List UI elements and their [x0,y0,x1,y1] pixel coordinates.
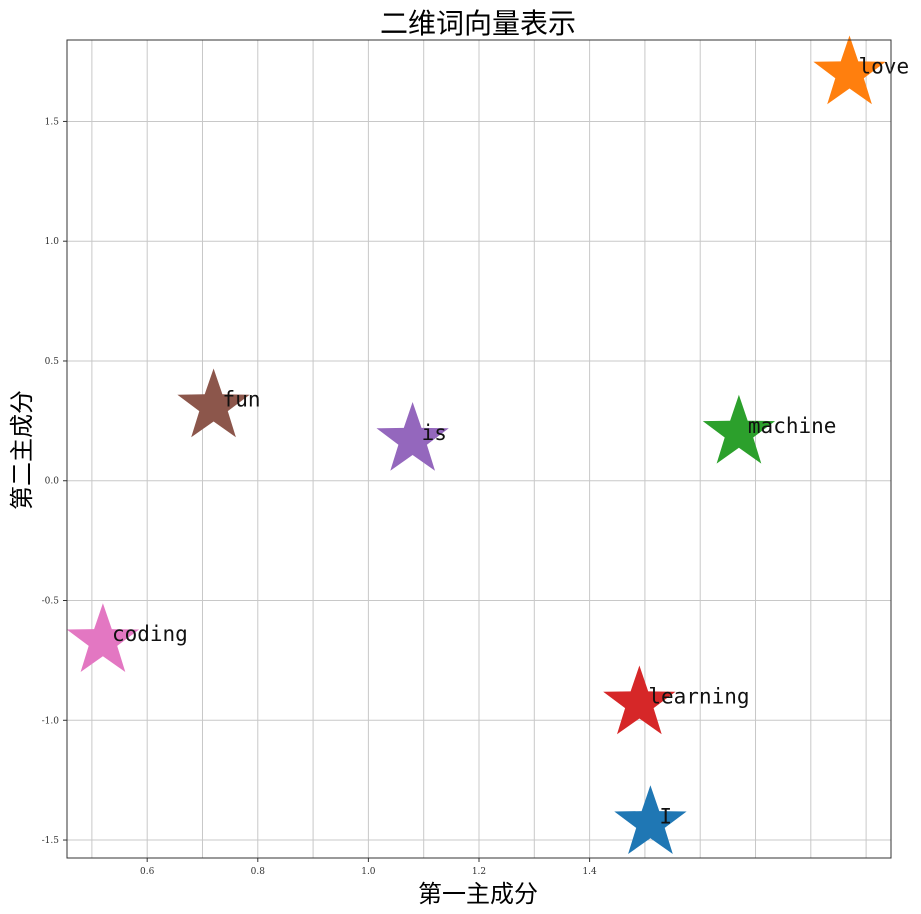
y-tick-label: -1.0 [42,716,60,726]
y-tick-label: 1.0 [45,237,60,247]
x-tick-label: 0.8 [251,867,266,877]
point-label-is: is [422,421,447,445]
point-label-fun: fun [223,387,261,411]
y-tick-label: 0.5 [45,357,60,367]
point-fun [177,368,250,438]
point-learning [603,665,676,735]
x-tick-label: 1.4 [582,867,597,877]
point-label-i: I [659,804,672,828]
y-tick-label: 0.0 [45,477,60,487]
y-tick-label: -0.5 [42,597,60,607]
point-label-coding: coding [112,622,188,646]
x-axis-title: 第一主成分 [418,880,538,908]
point-coding [66,603,140,672]
point-i [614,785,687,854]
x-tick-label: 1.0 [361,867,376,877]
x-tick-label: 1.2 [472,867,486,877]
y-tick-label: 1.5 [45,117,60,127]
x-axis-ticks: 0.6 0.8 1.0 1.2 1.4 [140,858,597,877]
y-axis-title: 第二主成分 [8,390,36,510]
y-axis-ticks: -1.5 -1.0 -0.5 0.0 0.5 1.0 1.5 [42,117,67,846]
grid-lines [67,40,891,858]
y-tick-label: -1.5 [42,836,60,846]
chart-title: 二维词向量表示 [380,7,576,40]
point-label-love: love [859,55,910,79]
point-love [813,35,886,105]
point-machine [702,394,776,464]
x-tick-label: 0.6 [140,867,155,877]
point-is [376,402,449,471]
point-label-machine: machine [748,414,837,438]
point-label-learning: learning [648,685,749,709]
